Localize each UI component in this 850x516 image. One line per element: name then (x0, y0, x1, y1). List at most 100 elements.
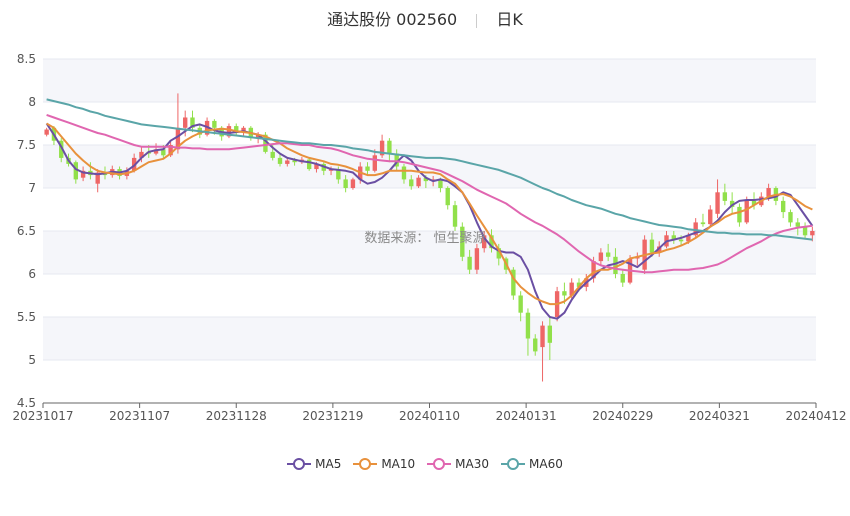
ma-line-ma5 (45, 122, 814, 320)
candle-body (285, 160, 290, 164)
candle (73, 160, 79, 184)
candle-body (576, 282, 582, 287)
candle-body (562, 291, 567, 296)
candle-body (678, 239, 684, 242)
candle-body (314, 163, 319, 170)
candle-body (226, 126, 232, 137)
candle (547, 317, 553, 360)
candle-body (795, 222, 800, 227)
candle-body (613, 256, 618, 274)
candle (693, 218, 698, 238)
candle (95, 169, 100, 193)
candle-body (715, 192, 720, 214)
candle (350, 177, 356, 190)
candle-body (80, 170, 86, 178)
candle (620, 269, 625, 287)
candle-body (59, 140, 64, 158)
legend-item-ma10[interactable]: MA10 (353, 457, 415, 471)
legend-swatch (501, 457, 526, 471)
grid (43, 58, 816, 404)
candle-body (234, 126, 239, 133)
candle (452, 200, 458, 231)
candle-body (416, 177, 421, 187)
legend-item-ma5[interactable]: MA5 (287, 457, 341, 471)
stock-name: 通达股份 002560 (327, 10, 458, 29)
y-tick-label: 5.5 (17, 310, 36, 324)
ma-line-ma30 (46, 113, 813, 274)
candle-body (671, 235, 676, 240)
candle-body (649, 239, 655, 253)
candle-body (686, 235, 691, 242)
candle-body (73, 162, 79, 180)
candle-body (306, 159, 312, 170)
x-tick-label: 20231017 (12, 409, 73, 423)
candle (394, 149, 399, 171)
candle-body (518, 295, 523, 313)
legend-swatch (427, 457, 452, 471)
candle-body (511, 269, 516, 296)
candle-body (387, 140, 392, 154)
candle-body (540, 325, 545, 348)
grid-band (43, 188, 816, 231)
candle (139, 146, 144, 163)
candle-body (737, 206, 742, 223)
candle-body (183, 117, 188, 128)
candle-body (547, 325, 553, 343)
candle-body (452, 205, 458, 227)
candle-body (153, 149, 159, 154)
candle (496, 243, 501, 266)
candle-body (467, 256, 472, 270)
candle-body (460, 226, 465, 257)
grid-band (43, 317, 816, 360)
candle (780, 196, 786, 219)
candle-body (255, 134, 261, 139)
candle-body (365, 166, 370, 171)
candle (802, 222, 808, 240)
candle (482, 231, 487, 253)
candle-body (336, 169, 341, 180)
candle (489, 229, 494, 253)
candle (80, 166, 86, 182)
y-tick-label: 4.5 (17, 396, 36, 410)
candle-body (277, 157, 283, 164)
candle-body (766, 188, 771, 197)
legend-label: MA60 (529, 457, 563, 471)
candle-body (161, 149, 166, 156)
candle-body (474, 248, 480, 270)
candle-body (438, 179, 443, 188)
candle (234, 123, 239, 137)
ma-line-ma10 (46, 122, 813, 306)
candle (737, 203, 742, 227)
candle (700, 213, 706, 227)
legend-label: MA10 (381, 457, 416, 471)
candle-body (496, 248, 501, 259)
candle-body (44, 129, 49, 135)
candle-body (168, 145, 173, 156)
candle-body (780, 200, 786, 213)
candle-body (729, 200, 735, 207)
candle-body (175, 127, 181, 150)
candle (416, 175, 421, 188)
candle-body (350, 179, 356, 188)
chart-title: 通达股份 002560 日K (0, 6, 850, 30)
candle-body (212, 120, 217, 128)
x-axis: 20231017 20231107 20231128 20231219 20240110… (12, 402, 847, 423)
candle-body (372, 155, 377, 171)
candle-body (409, 179, 414, 187)
candle (708, 205, 713, 227)
legend-item-ma30[interactable]: MA30 (427, 457, 489, 471)
candle-body (525, 312, 531, 339)
y-tick-label: 6.5 (17, 224, 36, 238)
candle (722, 183, 728, 206)
x-tick-label: 20240321 (689, 409, 750, 423)
candle-body (95, 172, 100, 184)
candle-body (394, 153, 399, 167)
candle-body (693, 222, 698, 236)
candle-body (620, 274, 625, 283)
legend-item-ma60[interactable]: MA60 (501, 457, 563, 471)
grid-band (43, 102, 816, 145)
period-label: 日K (496, 10, 523, 29)
x-tick-label: 20231219 (302, 409, 363, 423)
candle-body (569, 282, 574, 296)
